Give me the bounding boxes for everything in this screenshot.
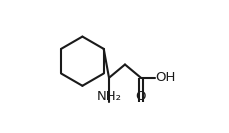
Text: O: O bbox=[135, 90, 146, 103]
Text: NH₂: NH₂ bbox=[96, 90, 121, 103]
Text: OH: OH bbox=[155, 71, 175, 84]
